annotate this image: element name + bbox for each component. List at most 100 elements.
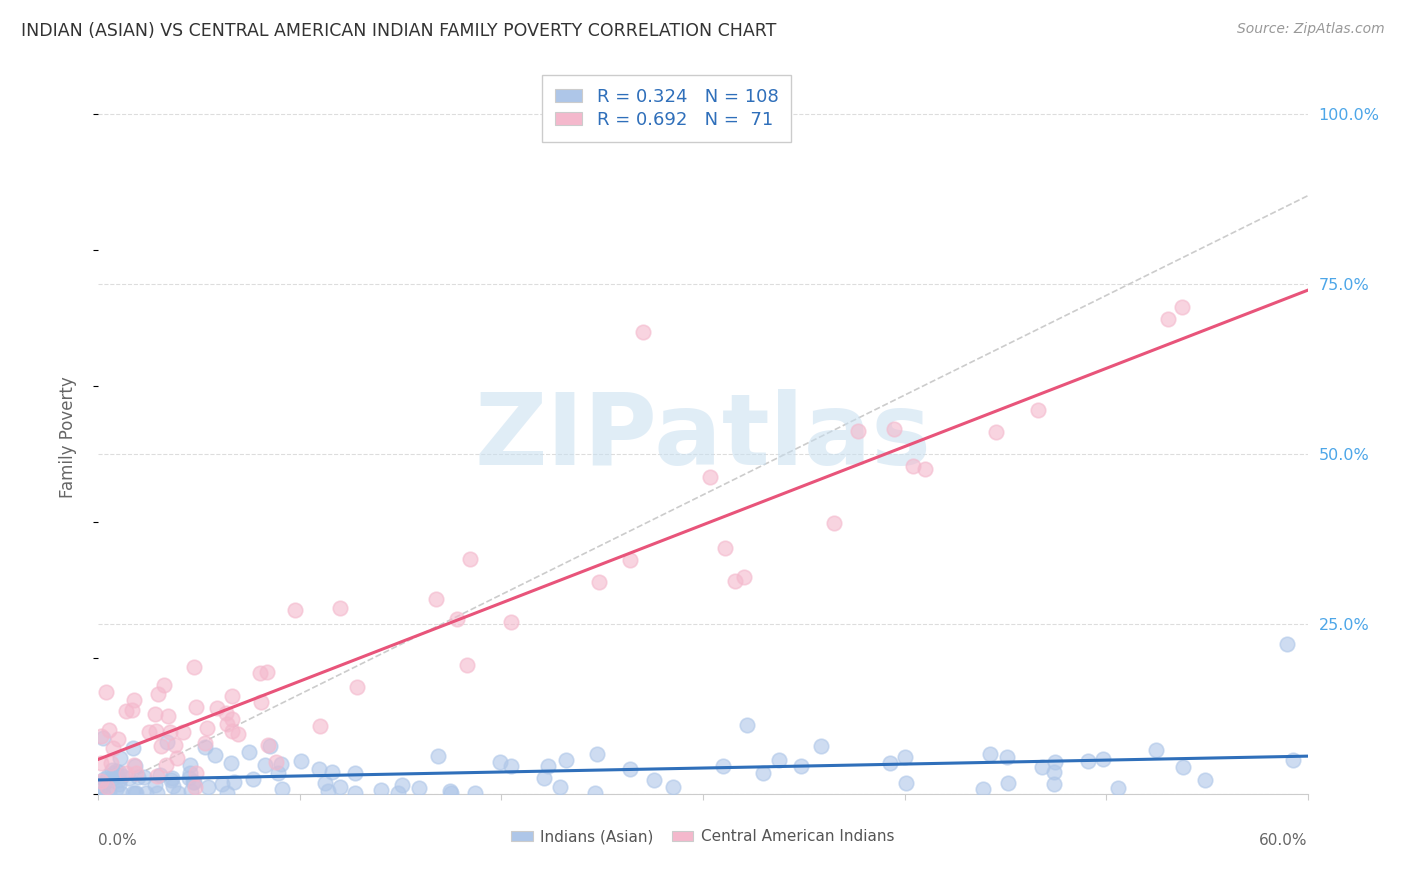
Point: [107, 772, 129, 787]
Point: [177, 771, 200, 785]
Point: [284, 603, 307, 617]
Point: [166, 750, 188, 764]
Point: [585, 747, 607, 761]
Point: [125, 765, 148, 780]
Point: [427, 749, 450, 764]
Point: [249, 665, 271, 680]
Point: [548, 780, 571, 794]
Point: [789, 758, 811, 772]
Point: [238, 745, 260, 759]
Point: [464, 786, 486, 800]
Point: [253, 758, 276, 772]
Point: [883, 422, 905, 436]
Point: [221, 712, 243, 726]
Point: [91, 786, 114, 800]
Point: [98, 723, 121, 737]
Point: [903, 458, 925, 473]
Point: [699, 470, 721, 484]
Point: [100, 756, 122, 770]
Text: 0.0%: 0.0%: [98, 833, 138, 848]
Point: [997, 776, 1019, 790]
Point: [145, 723, 167, 738]
Point: [1194, 772, 1216, 787]
Point: [165, 738, 187, 752]
Point: [1092, 752, 1115, 766]
Point: [186, 766, 208, 780]
Point: [555, 753, 578, 767]
Point: [1157, 312, 1180, 326]
Point: [125, 786, 148, 800]
Point: [219, 756, 242, 770]
Point: [138, 725, 160, 739]
Point: [711, 759, 734, 773]
Point: [619, 762, 641, 776]
Point: [194, 740, 217, 755]
Point: [267, 765, 290, 780]
Point: [458, 552, 481, 566]
Point: [846, 425, 869, 439]
Point: [145, 778, 167, 792]
Point: [1026, 403, 1049, 417]
Point: [768, 754, 790, 768]
Point: [124, 693, 146, 707]
Point: [134, 770, 156, 784]
Point: [117, 771, 139, 785]
Point: [250, 695, 273, 709]
Point: [346, 680, 368, 694]
Point: [155, 758, 177, 772]
Point: [446, 611, 468, 625]
Point: [1282, 753, 1305, 767]
Point: [1171, 300, 1194, 314]
Point: [995, 750, 1018, 764]
Text: Source: ZipAtlas.com: Source: ZipAtlas.com: [1237, 22, 1385, 37]
Point: [290, 754, 312, 768]
Point: [308, 762, 330, 776]
Point: [314, 775, 336, 789]
Point: [194, 736, 217, 750]
Point: [631, 325, 654, 339]
Point: [91, 731, 114, 746]
Point: [387, 786, 409, 800]
Point: [583, 786, 606, 800]
Point: [879, 756, 901, 770]
Legend: Indians (Asian), Central American Indians: Indians (Asian), Central American Indian…: [505, 823, 901, 850]
Point: [643, 773, 665, 788]
Point: [914, 462, 936, 476]
Point: [167, 786, 190, 800]
Point: [222, 775, 245, 789]
Point: [103, 741, 125, 756]
Point: [499, 615, 522, 629]
Text: INDIAN (ASIAN) VS CENTRAL AMERICAN INDIAN FAMILY POVERTY CORRELATION CHART: INDIAN (ASIAN) VS CENTRAL AMERICAN INDIA…: [21, 22, 776, 40]
Point: [105, 768, 128, 782]
Point: [226, 727, 249, 741]
Point: [162, 771, 184, 785]
Point: [344, 765, 367, 780]
Point: [159, 724, 181, 739]
Point: [1107, 780, 1129, 795]
Point: [256, 738, 278, 752]
Point: [221, 723, 243, 738]
Point: [111, 768, 134, 782]
Point: [146, 786, 169, 800]
Point: [91, 786, 114, 800]
Point: [110, 751, 132, 765]
Point: [172, 724, 194, 739]
Point: [103, 766, 125, 780]
Point: [270, 782, 292, 797]
Point: [146, 768, 169, 782]
Point: [153, 678, 176, 692]
Point: [121, 703, 143, 717]
Point: [93, 772, 115, 786]
Point: [499, 759, 522, 773]
Point: [115, 704, 138, 718]
Point: [97, 769, 120, 783]
Point: [124, 786, 146, 800]
Text: ZIPatlas: ZIPatlas: [475, 389, 931, 485]
Point: [536, 759, 558, 773]
Point: [205, 701, 228, 715]
Point: [90, 729, 112, 743]
Point: [893, 750, 915, 764]
Point: [104, 764, 127, 779]
Point: [156, 735, 179, 749]
Point: [89, 780, 111, 794]
